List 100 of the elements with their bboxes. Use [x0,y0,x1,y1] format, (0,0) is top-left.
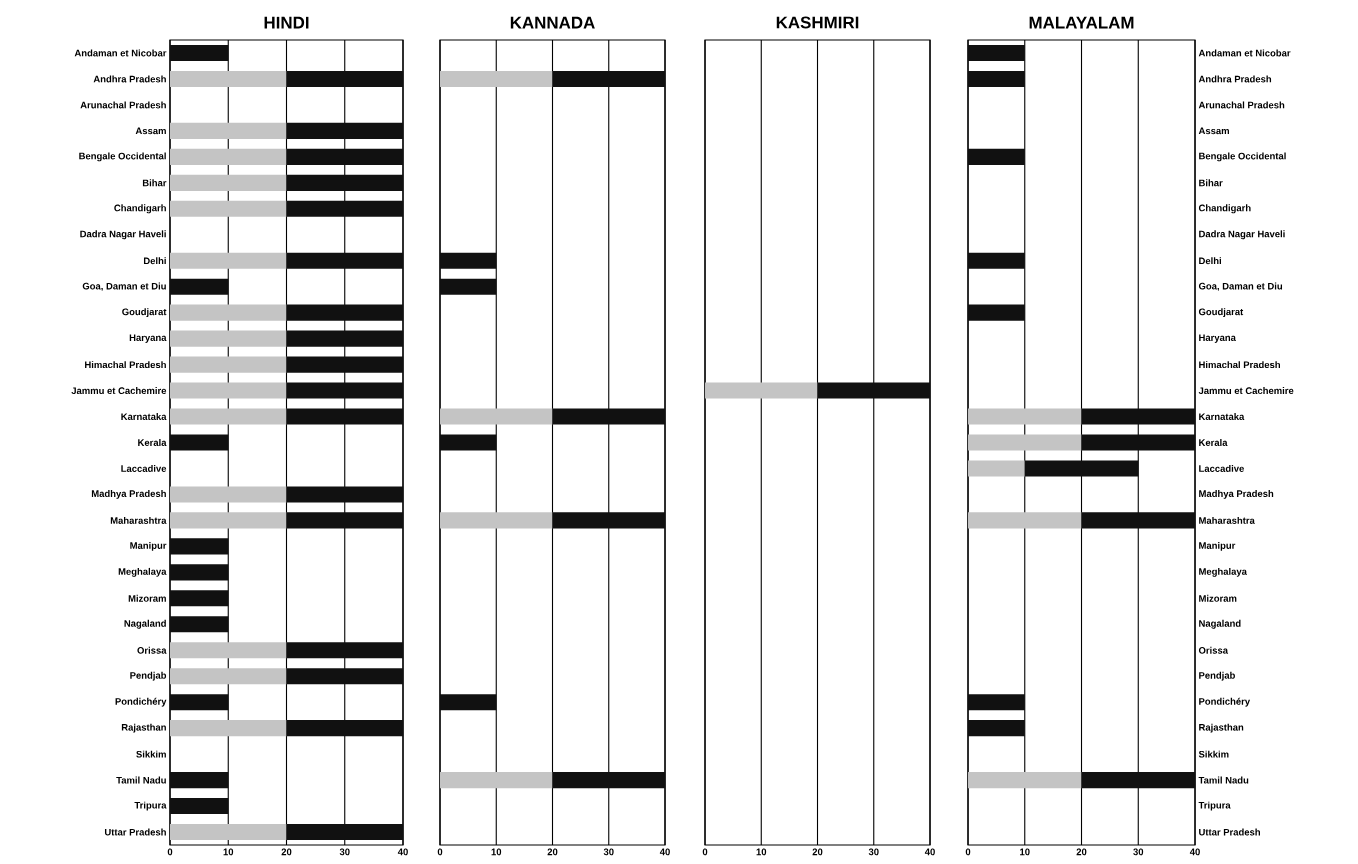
bar [170,720,287,737]
x-tick-label: 30 [868,848,879,856]
y-tick-label: Himachal Pradesh [85,361,166,369]
y-tick-label: Chandigarh [114,204,166,214]
bar [1081,512,1196,529]
y-tick-label: Manipur [130,541,167,551]
bar [440,70,553,87]
bar [170,148,287,165]
bar [170,70,287,87]
y-tick-label: Rajasthan [121,723,166,733]
y-tick-label: Karnataka [121,413,167,421]
bar [552,408,666,425]
bar [968,252,1025,269]
bar [286,642,403,659]
bar [286,823,403,841]
bar [170,486,287,503]
bar [170,200,287,217]
y-tick-label: Maharashtra [1199,516,1255,524]
y-tick-label: Goudjarat [122,308,167,318]
bar [170,564,229,581]
bar [170,798,229,815]
x-tick-label: 0 [702,848,708,856]
bar [170,174,287,191]
y-tick-label: Madhya Pradesh [1199,490,1274,499]
y-tick-label: Delhi [1199,257,1221,265]
bar [1081,434,1196,451]
y-tick-label: Tripura [134,801,167,811]
chart-title: KANNADA [510,16,595,29]
bar [286,668,403,685]
x-tick-label: 20 [1076,848,1087,856]
y-tick-label: Laccadive [1199,465,1244,472]
y-tick-label: Nagaland [124,619,166,629]
x-tick-label: 20 [547,848,558,856]
x-tick-label: 10 [223,848,234,856]
bar [440,512,553,529]
y-tick-label: Haryana [129,334,167,343]
bar [170,408,287,425]
bar [968,512,1082,529]
bar [968,44,1025,62]
y-tick-label: Meghalaya [118,567,167,577]
y-tick-label: Arunachal Pradesh [80,101,166,109]
bar [552,70,666,87]
y-tick-label: Goa, Daman et Diu [82,282,166,291]
x-tick-label: 10 [756,848,767,856]
y-tick-label: Uttar Pradesh [104,828,166,836]
bar [170,616,229,633]
y-tick-label: Bihar [142,179,167,187]
bar [1024,460,1139,477]
x-tick-label: 40 [924,848,935,856]
y-tick-label: Orissa [1198,646,1229,654]
y-tick-label: Nagaland [1199,619,1241,629]
y-tick-label: Arunachal Pradesh [1198,101,1285,109]
y-tick-label: Pendjab [130,671,167,681]
y-tick-label: Jammu et Cachemire [71,387,167,395]
bar [440,408,553,425]
y-tick-label: Andaman et Nicobar [74,49,167,57]
bar [440,278,497,295]
bar [286,122,403,139]
x-tick-label: 40 [1189,848,1200,856]
x-tick-label: 20 [281,848,292,856]
bar [968,720,1025,737]
bar [170,694,229,711]
bar [286,148,403,165]
y-tick-label: Andaman et Nicobar [1198,49,1291,57]
y-tick-label: Sikkim [1198,750,1229,758]
y-tick-label: Assam [135,127,166,135]
x-tick-label: 40 [397,848,408,856]
bar [286,200,403,217]
x-tick-label: 0 [437,848,443,856]
y-tick-label: Tripura [1198,801,1231,811]
bar [170,278,229,295]
y-tick-label: Rajasthan [1199,723,1244,733]
bar [170,668,287,685]
bar [170,642,287,659]
bar [170,512,287,529]
y-tick-label: Goa, Daman et Diu [1198,282,1283,291]
bar [552,512,666,529]
bar [440,434,497,451]
bar [286,512,403,529]
bar [440,694,497,711]
chart-title: HINDI [264,16,309,29]
y-tick-label: Tamil Nadu [116,776,166,784]
y-tick-label: Dadra Nagar Haveli [80,230,166,240]
bar [170,590,229,607]
bar [552,772,666,789]
y-tick-label: Mizoram [1199,594,1237,602]
x-tick-label: 30 [339,848,350,856]
chart-title: KASHMIRI [776,16,859,29]
bar [286,330,403,347]
y-tick-label: Dadra Nagar Haveli [1199,230,1285,240]
y-tick-label: Jammu et Cachemire [1198,387,1294,395]
bar [968,304,1025,321]
bar [1081,772,1196,789]
y-tick-label: Uttar Pradesh [1199,828,1260,836]
y-tick-label: Andhra Pradesh [1198,75,1272,83]
y-tick-label: Laccadive [121,465,167,472]
bar [286,486,403,503]
bar [170,304,287,321]
y-tick-label: Maharashtra [110,516,167,524]
bar [286,252,403,269]
